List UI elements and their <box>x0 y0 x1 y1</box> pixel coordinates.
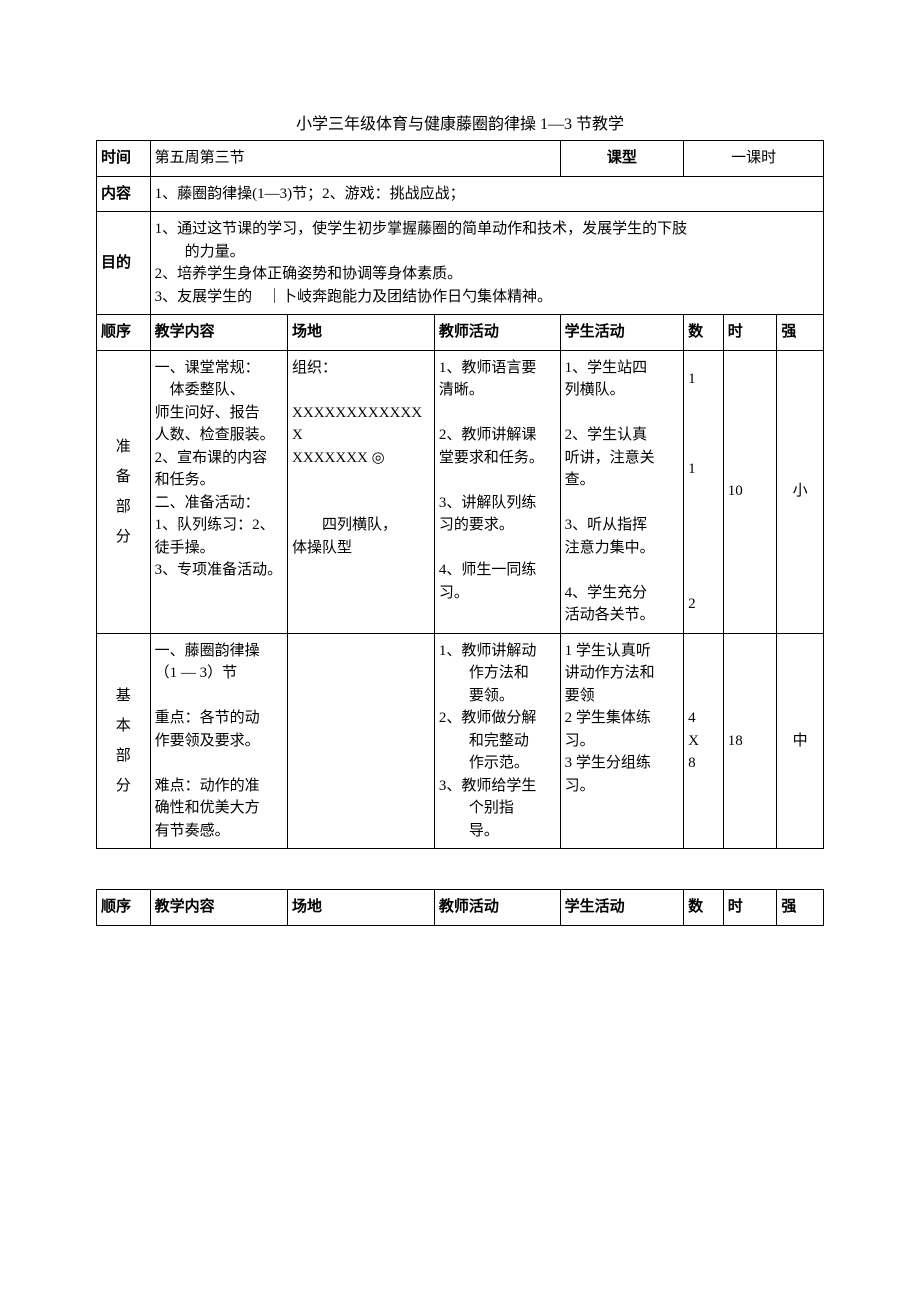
col2-student: 学生活动 <box>560 890 683 926</box>
lesson-plan-table-2: 顺序 教学内容 场地 教师活动 学生活动 数 时 强 <box>96 889 824 926</box>
main-teacher-act: 1、教师讲解动 作方法和 要领。 2、教师做分解 和完整动 作示范。 3、教师给… <box>434 633 560 849</box>
row-prep: 准 备 部 分 一、课堂常规： 体委整队、 师生问好、报告 人数、检查服装。 2… <box>97 350 824 633</box>
row-header: 顺序 教学内容 场地 教师活动 学生活动 数 时 强 <box>97 315 824 351</box>
col-count: 数 <box>684 315 724 351</box>
col2-duration: 时 <box>723 890 777 926</box>
value-class-type: 一课时 <box>684 141 824 177</box>
prep-intensity: 小 <box>777 350 824 633</box>
col-duration: 时 <box>723 315 777 351</box>
label-content: 内容 <box>97 176 151 212</box>
main-teach-content: 一、藤圈韵律操 （1 — 3）节 重点：各节的动 作要领及要求。 难点：动作的准… <box>150 633 287 849</box>
row-main: 基 本 部 分 一、藤圈韵律操 （1 — 3）节 重点：各节的动 作要领及要求。… <box>97 633 824 849</box>
prep-label: 准 备 部 分 <box>97 350 151 633</box>
row-header-2: 顺序 教学内容 场地 教师活动 学生活动 数 时 强 <box>97 890 824 926</box>
label-purpose: 目的 <box>97 212 151 315</box>
col-teacher: 教师活动 <box>434 315 560 351</box>
main-field <box>288 633 435 849</box>
main-time: 18 <box>723 633 777 849</box>
label-class-type: 课型 <box>560 141 683 177</box>
col2-order: 顺序 <box>97 890 151 926</box>
prep-time: 10 <box>723 350 777 633</box>
main-count: 4 X 8 <box>684 633 724 849</box>
page-title: 小学三年级体育与健康藤圈韵律操 1—3 节教学 <box>96 110 824 134</box>
col-teach-content: 教学内容 <box>150 315 287 351</box>
prep-count: 1 1 2 <box>684 350 724 633</box>
col2-teach-content: 教学内容 <box>150 890 287 926</box>
col2-teacher: 教师活动 <box>434 890 560 926</box>
row-time: 时间 第五周第三节 课型 一课时 <box>97 141 824 177</box>
col-order: 顺序 <box>97 315 151 351</box>
value-purpose: 1、通过这节课的学习，使学生初步掌握藤圈的简单动作和技术，发展学生的下肢 的力量… <box>150 212 823 315</box>
prep-student-act: 1、学生站四 列横队。 2、学生认真 听讲，注意关 查。 3、听从指挥 注意力集… <box>560 350 683 633</box>
value-time: 第五周第三节 <box>150 141 560 177</box>
main-intensity: 中 <box>777 633 824 849</box>
prep-teach-content: 一、课堂常规： 体委整队、 师生问好、报告 人数、检查服装。 2、宣布课的内容 … <box>150 350 287 633</box>
col2-count: 数 <box>684 890 724 926</box>
col-student: 学生活动 <box>560 315 683 351</box>
value-content: 1、藤圈韵律操(1—3)节；2、游戏：挑战应战； <box>150 176 823 212</box>
label-time: 时间 <box>97 141 151 177</box>
main-student-act: 1 学生认真听 讲动作方法和 要领 2 学生集体练 习。 3 学生分组练 习。 <box>560 633 683 849</box>
col-field: 场地 <box>288 315 435 351</box>
col2-intensity: 强 <box>777 890 824 926</box>
row-content: 内容 1、藤圈韵律操(1—3)节；2、游戏：挑战应战； <box>97 176 824 212</box>
prep-teacher-act: 1、教师语言要 清晰。 2、教师讲解课 堂要求和任务。 3、讲解队列练 习的要求… <box>434 350 560 633</box>
lesson-plan-table: 时间 第五周第三节 课型 一课时 内容 1、藤圈韵律操(1—3)节；2、游戏：挑… <box>96 140 824 849</box>
row-purpose: 目的 1、通过这节课的学习，使学生初步掌握藤圈的简单动作和技术，发展学生的下肢 … <box>97 212 824 315</box>
prep-field: 组织： XXXXXXXXXXXXX XXXXXXX ◎ 四列横队， 体操队型 <box>288 350 435 633</box>
col-intensity: 强 <box>777 315 824 351</box>
col2-field: 场地 <box>288 890 435 926</box>
main-label: 基 本 部 分 <box>97 633 151 849</box>
